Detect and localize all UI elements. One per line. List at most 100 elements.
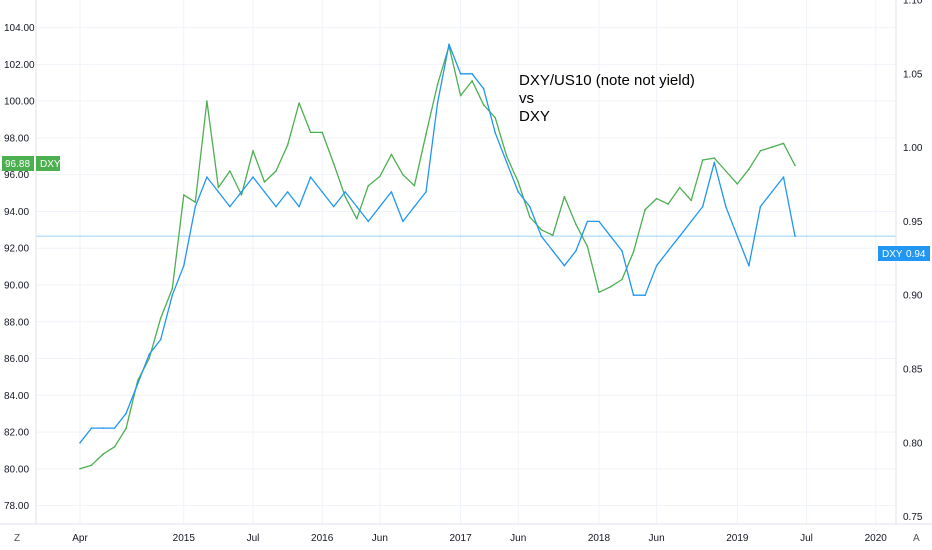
series-0-point bbox=[206, 100, 208, 102]
annotation-line-2: vs bbox=[519, 90, 534, 107]
left-tick-label: 104.00 bbox=[4, 23, 35, 34]
series-line-0 bbox=[79, 45, 796, 470]
series-1-point bbox=[748, 264, 750, 267]
x-tick-label: 2015 bbox=[173, 533, 196, 544]
series-1-point bbox=[379, 205, 381, 208]
series-1-point bbox=[725, 205, 727, 208]
series-1-point bbox=[471, 73, 473, 75]
right-tick-label: 1.00 bbox=[903, 143, 923, 154]
series-1-point bbox=[79, 442, 81, 444]
series-0-point bbox=[482, 104, 485, 106]
series-1-point bbox=[171, 294, 174, 297]
series-1-point bbox=[332, 205, 335, 208]
series-1-point bbox=[159, 338, 162, 341]
series-0-point bbox=[690, 199, 692, 202]
right-tick-label: 0.95 bbox=[903, 217, 923, 228]
series-0-point bbox=[194, 201, 197, 203]
x-tick-label: Apr bbox=[72, 533, 88, 544]
series-1-point bbox=[713, 161, 716, 164]
left-tick-label: 92.00 bbox=[4, 244, 29, 255]
x-axis-ticks: Apr 2015 Jul 2016 Jun 2017 Jun 2018 Jun 2019 Jul 20… bbox=[72, 533, 887, 544]
series-0-point bbox=[494, 116, 497, 119]
x-tick-label: 2016 bbox=[311, 533, 334, 544]
series-0-point bbox=[217, 186, 220, 189]
series-0-point bbox=[609, 286, 612, 288]
left-price-value: 96.88 bbox=[5, 159, 30, 170]
series-0-point bbox=[321, 131, 324, 134]
series-1-point bbox=[736, 235, 739, 237]
series-1-point bbox=[344, 191, 347, 193]
series-1-point bbox=[505, 161, 508, 164]
x-tick-label: Jun bbox=[510, 533, 526, 544]
series-0-point bbox=[782, 142, 785, 145]
series-0-point bbox=[183, 194, 185, 196]
series-1-point bbox=[90, 427, 93, 429]
left-tick-label: 88.00 bbox=[4, 317, 29, 328]
right-tick-label: 1.10 bbox=[903, 0, 923, 7]
grid-lines bbox=[36, 0, 896, 524]
x-tick-label: 2020 bbox=[865, 533, 888, 544]
series-1-point bbox=[298, 205, 300, 208]
series-1-point bbox=[609, 235, 612, 237]
x-tick-label: 2018 bbox=[588, 533, 611, 544]
series-1-point bbox=[701, 205, 704, 208]
series-1-point bbox=[402, 220, 404, 223]
series-1-point bbox=[771, 191, 773, 193]
timezone-corner-label[interactable]: Z bbox=[14, 533, 20, 544]
series-1-point bbox=[632, 294, 635, 297]
series-1-point bbox=[529, 205, 531, 208]
left-tick-label: 100.00 bbox=[4, 97, 35, 108]
series-1-point bbox=[217, 191, 220, 193]
series-0-point bbox=[402, 173, 404, 176]
series-0-point bbox=[436, 83, 439, 86]
left-tick-label: 80.00 bbox=[4, 464, 29, 475]
series-0-point bbox=[713, 157, 716, 159]
left-tick-label: 94.00 bbox=[4, 207, 29, 218]
left-price-tag: 96.88 DXY bbox=[2, 156, 61, 171]
right-axis-ticks: 0.75 0.80 0.85 0.90 0.95 1.00 1.05 1.10 bbox=[903, 0, 923, 523]
series-1-point bbox=[263, 191, 266, 193]
series-0-point bbox=[171, 287, 174, 290]
left-tick-label: 90.00 bbox=[4, 280, 29, 291]
series-0-point bbox=[701, 159, 704, 161]
series-0-point bbox=[667, 203, 669, 205]
left-tick-label: 98.00 bbox=[4, 133, 29, 144]
series-1-point bbox=[275, 205, 277, 208]
series-1-point bbox=[413, 205, 416, 208]
series-0-point bbox=[390, 153, 393, 156]
series-0-point bbox=[90, 464, 93, 467]
series-1-point bbox=[575, 250, 577, 252]
right-series-name: DXY bbox=[882, 249, 903, 260]
series-0-point bbox=[229, 170, 231, 172]
series-1-point bbox=[367, 220, 370, 223]
right-tick-label: 0.75 bbox=[903, 512, 923, 523]
series-1-point bbox=[448, 43, 450, 46]
auto-scale-button[interactable]: A bbox=[913, 533, 920, 544]
annotation-line-1: DXY/US10 (note not yield) bbox=[519, 72, 695, 89]
series-0-point bbox=[748, 168, 750, 170]
series-1-point bbox=[309, 176, 312, 178]
right-series-tag-box bbox=[878, 246, 904, 261]
series-0-point bbox=[275, 170, 277, 172]
series-0-point bbox=[125, 427, 127, 430]
x-tick-label: Jun bbox=[372, 533, 388, 544]
series-0-point bbox=[678, 186, 681, 189]
series-0-point bbox=[102, 453, 104, 455]
series-0-point bbox=[471, 80, 473, 82]
series-1-point bbox=[206, 176, 208, 178]
series-1-point bbox=[494, 132, 497, 134]
series-0-point bbox=[586, 245, 589, 248]
right-price-value: 0.94 bbox=[906, 249, 926, 260]
x-tick-label: Jul bbox=[800, 533, 813, 544]
series-0-point bbox=[725, 170, 727, 172]
series-0-point bbox=[759, 150, 762, 152]
x-tick-label: 2019 bbox=[726, 533, 749, 544]
series-1-point bbox=[148, 353, 150, 356]
series-1-point bbox=[425, 191, 427, 193]
series-0-point bbox=[563, 195, 566, 198]
series-0-point bbox=[736, 183, 739, 185]
series-1-point bbox=[113, 427, 116, 429]
right-tick-label: 0.90 bbox=[903, 291, 923, 302]
series-0-point bbox=[655, 197, 658, 200]
